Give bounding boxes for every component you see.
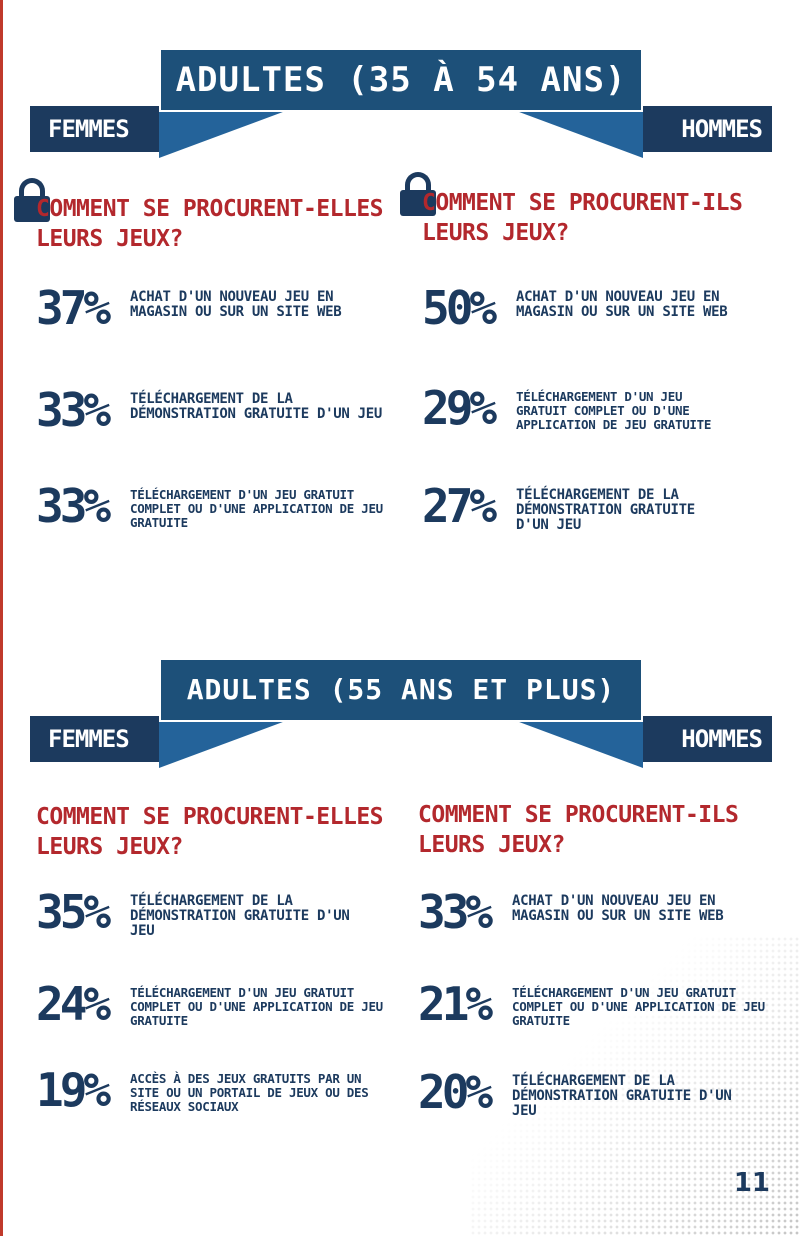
- stat-item: 21% TÉLÉCHARGEMENT D'UN JEU GRATUIT COMP…: [418, 977, 772, 1031]
- halftone-decoration: [470, 936, 800, 1236]
- stat-percent: 37%: [36, 281, 111, 335]
- page-edge-line: [0, 0, 3, 1236]
- ribbon-right: [630, 716, 772, 762]
- stat-item: 33% TÉLÉCHARGEMENT DE LA DÉMONSTRATION G…: [36, 383, 390, 437]
- section2-title: ADULTES (55 ANS ET PLUS): [159, 658, 643, 722]
- stat-text: TÉLÉCHARGEMENT DE LA DÉMONSTRATION GRATU…: [516, 487, 695, 533]
- ribbon-fold-left: [159, 106, 299, 158]
- ribbon-fold-right: [503, 716, 643, 768]
- ribbon-fold-left: [159, 716, 299, 768]
- women-label: FEMMES: [48, 115, 130, 143]
- stat-text: TÉLÉCHARGEMENT DE LA DÉMONSTRATION GRATU…: [512, 1073, 732, 1119]
- stat-text: TÉLÉCHARGEMENT DE LA DÉMONSTRATION GRATU…: [130, 391, 382, 422]
- page-number: 11: [733, 1168, 770, 1198]
- stat-text: TÉLÉCHARGEMENT D'UN JEU GRATUIT COMPLET …: [130, 487, 383, 530]
- section2-women-column: COMMENT SE PROCURENT-ELLES LEURS JEUX? 3…: [36, 802, 406, 1132]
- stat-percent: 50%: [422, 281, 497, 335]
- stat-item: 19% ACCÈS À DES JEUX GRATUITS PAR UN SIT…: [36, 1063, 370, 1117]
- stat-percent: 35%: [36, 885, 111, 939]
- stat-item: 33% TÉLÉCHARGEMENT D'UN JEU GRATUIT COMP…: [36, 479, 390, 533]
- stat-item: 29% TÉLÉCHARGEMENT D'UN JEU GRATUIT COMP…: [422, 381, 726, 435]
- lock-icon: [14, 178, 50, 222]
- section2-banner: ADULTES (55 ANS ET PLUS) FEMMES HOMMES: [30, 658, 772, 768]
- stat-percent: 33%: [418, 885, 493, 939]
- ribbon-fold-right: [503, 106, 643, 158]
- stat-item: 50% ACHAT D'UN NOUVEAU JEU EN MAGASIN OU…: [422, 281, 776, 335]
- section1-banner: ADULTES (35 À 54 ANS) FEMMES HOMMES: [30, 48, 772, 158]
- stat-item: 35% TÉLÉCHARGEMENT DE LA DÉMONSTRATION G…: [36, 885, 370, 939]
- stat-text: ACHAT D'UN NOUVEAU JEU EN MAGASIN OU SUR…: [512, 893, 724, 924]
- ribbon-left: [30, 106, 172, 152]
- stat-item: 37% ACHAT D'UN NOUVEAU JEU EN MAGASIN OU…: [36, 281, 390, 335]
- section2-men-question: COMMENT SE PROCURENT-ILS LEURS JEUX?: [418, 802, 739, 858]
- stat-text: ACCÈS À DES JEUX GRATUITS PAR UN SITE OU…: [130, 1071, 369, 1114]
- section1-men-column: COMMENT SE PROCURENT-ILS LEURS JEUX? 50%…: [400, 172, 792, 548]
- section1-men-question: COMMENT SE PROCURENT-ILS LEURS JEUX?: [422, 190, 743, 246]
- stat-text: TÉLÉCHARGEMENT D'UN JEU GRATUIT COMPLET …: [512, 985, 765, 1028]
- ribbon-right: [630, 106, 772, 152]
- section2-women-question: COMMENT SE PROCURENT-ELLES LEURS JEUX?: [36, 804, 384, 860]
- lock-icon: [400, 172, 436, 216]
- section2-men-column: COMMENT SE PROCURENT-ILS LEURS JEUX? 33%…: [418, 800, 788, 1140]
- men-label: HOMMES: [681, 115, 763, 143]
- stat-text: ACHAT D'UN NOUVEAU JEU EN MAGASIN OU SUR…: [516, 289, 728, 320]
- stat-percent: 27%: [422, 479, 497, 533]
- ribbon-left: [30, 716, 172, 762]
- stat-percent: 33%: [36, 383, 111, 437]
- stat-percent: 21%: [418, 977, 493, 1031]
- stat-item: 20% TÉLÉCHARGEMENT DE LA DÉMONSTRATION G…: [418, 1065, 752, 1119]
- stat-item: 27% TÉLÉCHARGEMENT DE LA DÉMONSTRATION G…: [422, 479, 696, 533]
- stat-text: TÉLÉCHARGEMENT DE LA DÉMONSTRATION GRATU…: [130, 893, 350, 939]
- stat-text: TÉLÉCHARGEMENT D'UN JEU GRATUIT COMPLET …: [130, 985, 383, 1028]
- stat-percent: 29%: [422, 381, 497, 435]
- stat-percent: 33%: [36, 479, 111, 533]
- section1-women-question: COMMENT SE PROCURENT-ELLES LEURS JEUX?: [36, 196, 384, 252]
- stat-percent: 20%: [418, 1065, 493, 1119]
- section1-women-column: COMMENT SE PROCURENT-ELLES LEURS JEUX? 3…: [14, 178, 406, 554]
- stat-item: 33% ACHAT D'UN NOUVEAU JEU EN MAGASIN OU…: [418, 885, 772, 939]
- stat-percent: 19%: [36, 1063, 111, 1117]
- section1-title: ADULTES (35 À 54 ANS): [159, 48, 643, 112]
- women-label: FEMMES: [48, 725, 130, 753]
- stat-text: TÉLÉCHARGEMENT D'UN JEU GRATUIT COMPLET …: [516, 389, 712, 432]
- men-label: HOMMES: [681, 725, 763, 753]
- stat-item: 24% TÉLÉCHARGEMENT D'UN JEU GRATUIT COMP…: [36, 977, 390, 1031]
- stat-text: ACHAT D'UN NOUVEAU JEU EN MAGASIN OU SUR…: [130, 289, 342, 320]
- stat-percent: 24%: [36, 977, 111, 1031]
